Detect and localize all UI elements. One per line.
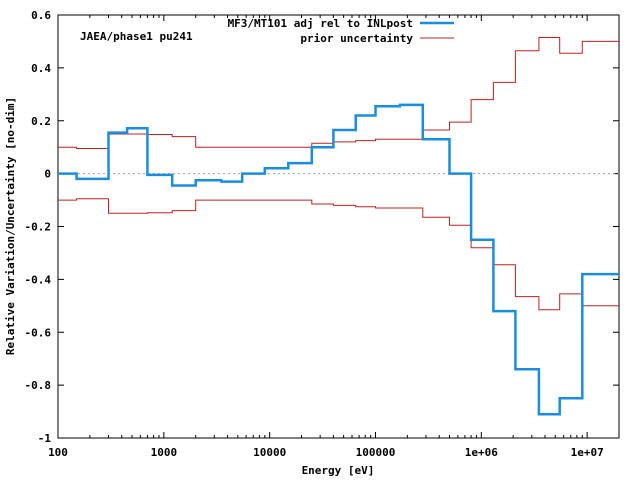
legend: MF3/MT101 adj rel to INLpost prior uncer…	[228, 17, 454, 45]
y-tick-label: 0.2	[31, 115, 51, 128]
y-tick-label: -0.2	[25, 221, 52, 234]
x-tick-label: 100000	[356, 446, 396, 459]
y-tick-label: -0.8	[25, 379, 52, 392]
x-tick-label: 1000	[151, 446, 178, 459]
prior-uncertainty-upper-line	[58, 37, 619, 149]
y-tick-label: 0.6	[31, 9, 51, 22]
x-axis-label: Energy [eV]	[302, 464, 375, 477]
tick-labels: 100 1000 10000 100000 1e+06 1e+07 0.6 0.4 0.2 0 -0…	[25, 9, 604, 459]
legend-label-adj: MF3/MT101 adj rel to INLpost	[228, 17, 413, 30]
x-tick-label: 1e+06	[465, 446, 498, 459]
y-axis-label: Relative Variation/Uncertainty [no-dim]	[4, 97, 17, 355]
plot-frame	[57, 14, 620, 439]
annotation-text: JAEA/phase1 pu241	[80, 30, 193, 43]
x-tick-label: 1e+07	[571, 446, 604, 459]
y-tick-label: 0.4	[31, 62, 51, 75]
prior-uncertainty-lower-line	[58, 198, 619, 311]
legend-label-prior: prior uncertainty	[300, 32, 413, 45]
y-tick-label: -0.4	[25, 273, 52, 286]
series-layer	[58, 37, 619, 416]
x-tick-label: 10000	[253, 446, 286, 459]
x-tick-label: 100	[48, 446, 68, 459]
adjustment-step-line	[58, 103, 619, 416]
tick-marks	[57, 14, 619, 439]
y-tick-label: -0.6	[25, 326, 52, 339]
y-tick-label: -1	[38, 432, 52, 445]
y-tick-label: 0	[44, 168, 51, 181]
